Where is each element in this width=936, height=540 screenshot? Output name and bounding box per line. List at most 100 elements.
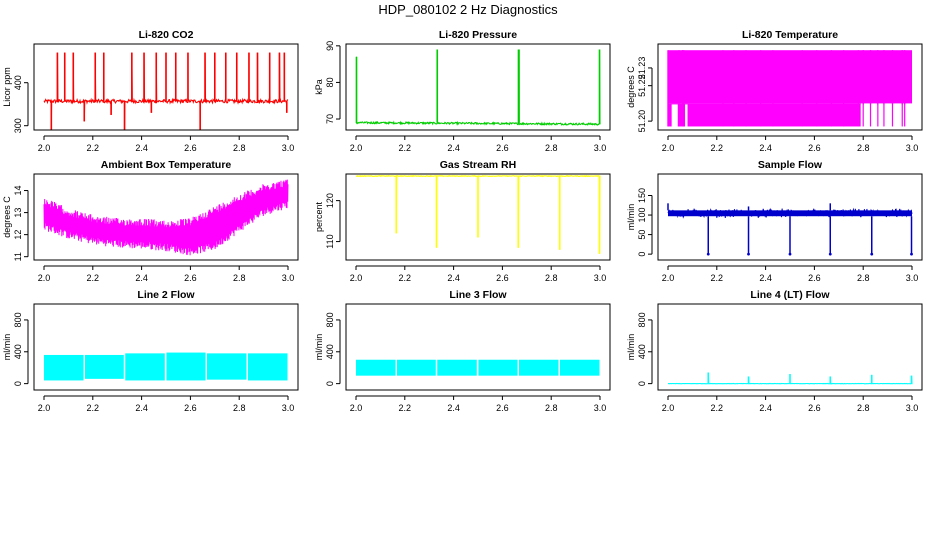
panel-data (355, 49, 601, 126)
series-line (667, 207, 913, 219)
panel-8: Line 3 Flow 2.0 2.2 2.4 2.6 2.8 3.0 0 400 800ml/m… (314, 289, 611, 413)
plot-frame (657, 43, 923, 131)
x-tick-label: 2.4 (447, 273, 460, 283)
y-tick-label: 400 (325, 344, 335, 359)
x-tick-label: 2.8 (545, 403, 558, 413)
y-tick-label: 50 (637, 230, 647, 240)
segment-block (478, 359, 518, 376)
x-tick-label: 2.8 (233, 143, 246, 153)
y-tick-label: 0 (13, 381, 23, 386)
x-tick-label: 3.0 (282, 143, 295, 153)
y-axis-label: ml/min (314, 334, 324, 361)
plot-frame (345, 173, 611, 261)
panel-title: Li-820 Pressure (439, 29, 517, 41)
x-tick-label: 2.8 (857, 403, 870, 413)
y-tick-label: 70 (325, 114, 335, 124)
x-tick-label: 3.0 (594, 143, 607, 153)
y-tick-label: 12 (13, 230, 23, 240)
y-tick-label: 80 (325, 77, 335, 87)
dip-point (747, 252, 750, 256)
y-tick-label: 13 (13, 208, 23, 218)
panel-data (43, 179, 289, 256)
panel-title: Line 4 (LT) Flow (750, 289, 830, 301)
plot-frame (657, 173, 923, 261)
x-tick-label: 2.4 (759, 273, 772, 283)
panel-6: Sample Flow 2.0 2.2 2.4 2.6 2.8 3.0 0 50 100 150ml… (626, 159, 923, 283)
x-tick-label: 3.0 (594, 273, 607, 283)
panel-data (356, 359, 600, 376)
y-tick-label: 51.20 (637, 110, 647, 133)
x-tick-label: 2.8 (545, 143, 558, 153)
x-tick-label: 2.6 (184, 143, 197, 153)
band-lower-fill (668, 103, 861, 127)
y-tick-label: 100 (637, 208, 647, 223)
segment-block (247, 353, 288, 381)
y-tick-label: 51.22 (637, 74, 647, 97)
x-tick-label: 2.4 (447, 403, 460, 413)
x-tick-label: 2.8 (233, 403, 246, 413)
x-tick-label: 3.0 (282, 273, 295, 283)
panel-data (355, 174, 601, 254)
y-tick-label: 110 (325, 234, 335, 248)
x-tick-label: 3.0 (906, 143, 919, 153)
y-tick-label: 400 (637, 344, 647, 359)
panel-title: Sample Flow (758, 159, 823, 171)
x-tick-label: 2.4 (759, 143, 772, 153)
y-tick-label: 300 (13, 118, 23, 133)
panel-5: Gas Stream RH 2.0 2.2 2.4 2.6 2.8 3.0 110 120per… (314, 159, 611, 283)
segment-block (44, 354, 84, 381)
panel-title: Line 3 Flow (449, 289, 507, 301)
x-tick-label: 2.2 (87, 143, 100, 153)
x-tick-label: 2.2 (87, 403, 100, 413)
y-axis-label: ml/min (626, 334, 636, 361)
x-tick-label: 2.0 (350, 273, 363, 283)
plot-frame (657, 303, 923, 391)
panel-title: Line 2 Flow (137, 289, 195, 301)
panel-title: Li-820 Temperature (742, 29, 838, 41)
plot-frame (345, 43, 611, 131)
x-tick-label: 2.4 (447, 143, 460, 153)
y-axis-label: ml/min (2, 334, 12, 361)
y-axis-label: Licor ppm (2, 67, 12, 107)
x-tick-label: 2.2 (87, 273, 100, 283)
panel-title: Ambient Box Temperature (101, 159, 232, 171)
dip-point (788, 252, 792, 256)
y-tick-label: 14 (13, 186, 23, 196)
band-fill (668, 50, 912, 104)
x-tick-label: 3.0 (594, 403, 607, 413)
plot-frame (345, 303, 611, 391)
segment-block (356, 359, 396, 376)
gap (685, 104, 688, 128)
plot-frame (33, 173, 299, 261)
x-tick-label: 2.0 (662, 143, 675, 153)
x-tick-label: 2.0 (662, 273, 675, 283)
x-tick-label: 2.6 (184, 403, 197, 413)
x-tick-label: 2.0 (350, 403, 363, 413)
x-tick-label: 2.4 (759, 403, 772, 413)
segment-block (396, 359, 436, 376)
x-tick-label: 2.6 (808, 403, 821, 413)
series-line (355, 174, 601, 254)
segment-block (125, 353, 165, 381)
dip-point (910, 252, 913, 256)
panel-1: Li-820 CO2 2.0 2.2 2.4 2.6 2.8 3.0 300 400Licor … (2, 29, 299, 153)
y-tick-label: 400 (13, 75, 23, 90)
panel-9: Line 4 (LT) Flow 2.0 2.2 2.4 2.6 2.8 3.0 0 400 80… (626, 289, 923, 413)
segment-block (437, 359, 477, 376)
x-tick-label: 2.6 (808, 273, 821, 283)
x-tick-label: 2.0 (38, 143, 51, 153)
panel-data (43, 52, 289, 130)
y-tick-label: 51.23 (637, 57, 647, 80)
figure-title: HDP_080102 2 Hz Diagnostics (378, 2, 558, 17)
x-tick-label: 2.2 (711, 273, 724, 283)
x-tick-label: 2.0 (662, 403, 675, 413)
segment-block (518, 359, 559, 376)
x-tick-label: 2.6 (808, 143, 821, 153)
panel-2: Li-820 Pressure 2.0 2.2 2.4 2.6 2.8 3.0 70 80 90 k… (314, 29, 611, 153)
x-tick-label: 2.8 (545, 273, 558, 283)
x-tick-label: 3.0 (906, 273, 919, 283)
y-tick-label: 150 (637, 188, 647, 203)
x-tick-label: 2.2 (711, 403, 724, 413)
x-tick-label: 2.4 (135, 143, 148, 153)
